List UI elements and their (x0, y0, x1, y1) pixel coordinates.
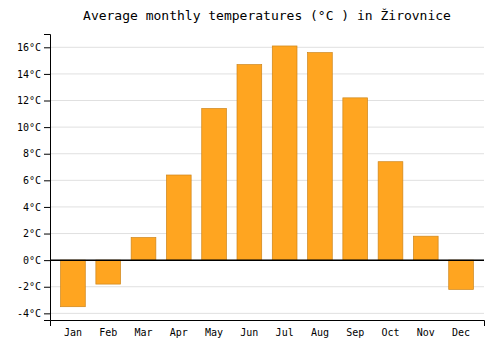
x-tick-label: Mar (134, 327, 152, 338)
y-tick: -2°C (17, 281, 50, 292)
bar (61, 260, 86, 307)
x-tick: Dec (452, 327, 470, 338)
grid-line (50, 260, 484, 261)
chart: -4°C -2°C 0°C 2°C 4°C 6°C 8°C 10°C 12°C 14°C 16°C J… (0, 0, 500, 350)
x-tick-label: Jan (64, 327, 82, 338)
x-tick-label: Aug (311, 327, 329, 338)
bar (413, 236, 438, 260)
y-tick: 6°C (23, 175, 50, 186)
x-tick: Jul (276, 327, 294, 338)
grid-line (50, 47, 484, 48)
y-tick-label: 12°C (17, 95, 41, 106)
y-tick-label: -4°C (17, 308, 41, 319)
y-tick-mark (44, 260, 50, 261)
y-tick-mark (44, 313, 50, 314)
grid (50, 47, 484, 313)
grid-line (50, 286, 484, 287)
y-tick-mark (44, 287, 50, 288)
y-tick-label: 0°C (23, 255, 41, 266)
x-tick-label: Oct (381, 327, 399, 338)
grid-line (50, 206, 484, 207)
x-tick-label: Dec (452, 327, 470, 338)
grid-line (50, 313, 484, 314)
y-tick-label: 4°C (23, 202, 41, 213)
bar (237, 65, 262, 261)
y-tick: 0°C (23, 255, 50, 266)
x-tick-label: Apr (170, 327, 188, 338)
x-axis-line (51, 321, 485, 327)
bar (343, 98, 368, 260)
y-axis-line (44, 35, 51, 321)
y-tick-mark (44, 180, 50, 181)
x-tick-label: Jun (240, 327, 258, 338)
bar (378, 162, 403, 260)
y-tick: 8°C (23, 148, 50, 159)
bar (449, 260, 474, 289)
bar (131, 238, 156, 261)
x-tick: May (205, 327, 223, 338)
y-tick: 10°C (17, 122, 50, 133)
bar (96, 260, 121, 284)
y-axis: -4°C -2°C 0°C 2°C 4°C 6°C 8°C 10°C 12°C 14°C 16°C (17, 35, 51, 321)
grid-line (50, 233, 484, 234)
bar (272, 46, 297, 260)
y-tick-mark (44, 127, 50, 128)
zero-line (50, 259, 484, 261)
x-tick-label: Sep (346, 327, 364, 338)
grid-line (50, 100, 484, 101)
x-tick: Jun (240, 327, 258, 338)
grid-line (50, 180, 484, 181)
y-tick-mark (44, 207, 50, 208)
y-tick-mark (44, 47, 50, 48)
plot-area: -4°C -2°C 0°C 2°C 4°C 6°C 8°C 10°C 12°C 14°C 16°C J… (17, 35, 485, 339)
x-tick-label: May (205, 327, 223, 338)
y-tick-label: 8°C (23, 148, 41, 159)
x-tick-label: Feb (99, 327, 117, 338)
x-tick-label: Jul (276, 327, 294, 338)
y-tick-label: -2°C (17, 281, 41, 292)
y-tick-label: 10°C (17, 122, 41, 133)
y-tick: 12°C (17, 95, 50, 106)
bar (308, 53, 333, 261)
y-tick-label: 2°C (23, 228, 41, 239)
x-tick: Oct (381, 327, 399, 338)
y-tick-mark (44, 234, 50, 235)
y-tick-label: 16°C (17, 42, 41, 53)
y-tick: 4°C (23, 202, 50, 213)
title: Average monthly temperatures (°C ) in Ži… (83, 8, 451, 23)
bar (166, 175, 191, 260)
grid-line (50, 127, 484, 128)
y-tick: 2°C (23, 228, 50, 239)
x-tick: Apr (170, 327, 188, 338)
bar (202, 108, 227, 260)
x-axis: Jan Feb Mar Apr May Jun Jul Aug Sep Oct Nov Dec (51, 321, 485, 339)
y-tick-mark (44, 101, 50, 102)
y-tick-label: 6°C (23, 175, 41, 186)
x-tick: Nov (417, 327, 435, 338)
y-tick: 16°C (17, 42, 50, 53)
grid-line (50, 73, 484, 74)
x-tick: Mar (134, 327, 152, 338)
x-tick: Aug (311, 327, 329, 338)
y-tick-mark (44, 74, 50, 75)
y-tick: 14°C (17, 69, 50, 80)
y-tick: -4°C (17, 308, 50, 319)
x-tick: Sep (346, 327, 364, 338)
x-tick: Jan (64, 327, 82, 338)
y-tick-mark (44, 154, 50, 155)
bars (50, 46, 484, 307)
x-tick-label: Nov (417, 327, 435, 338)
x-tick: Feb (99, 327, 117, 338)
grid-line (50, 153, 484, 154)
y-tick-label: 14°C (17, 69, 41, 80)
